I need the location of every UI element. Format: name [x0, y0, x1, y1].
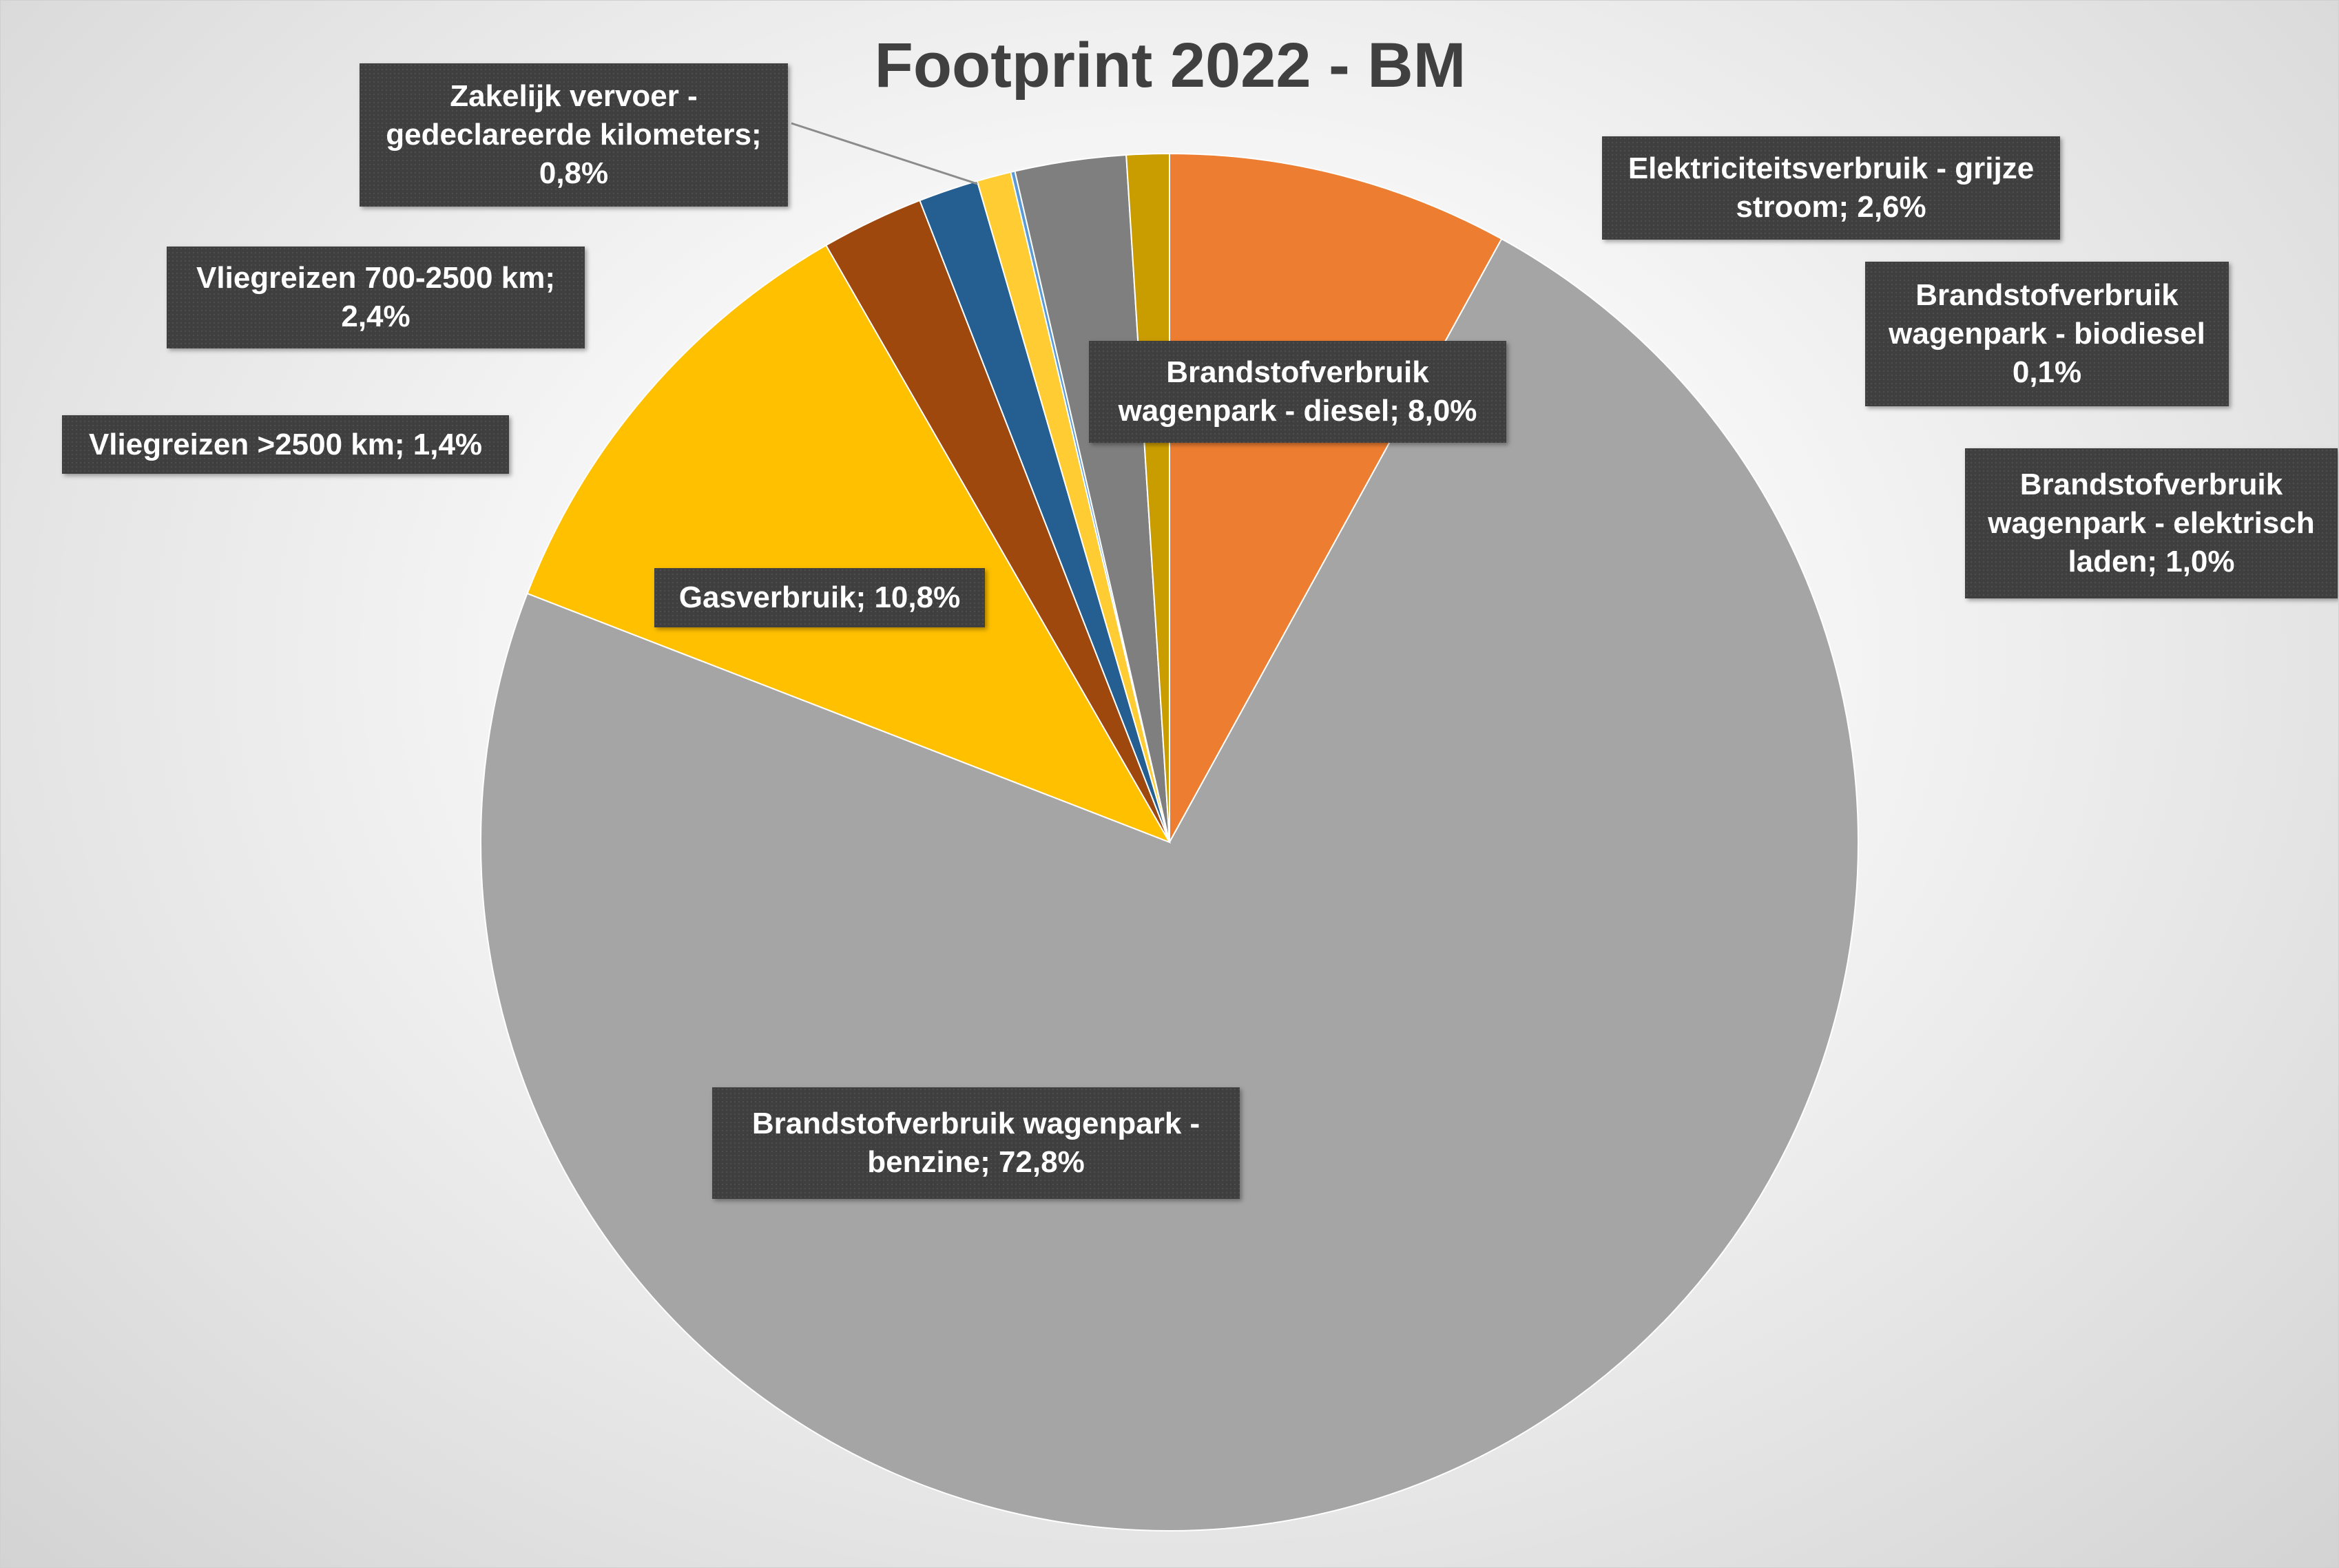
data-label-gas-line1: Gasverbruik; 10,8% [678, 581, 961, 614]
data-label-zakelijk-line2: gedeclareerde kilometers; [386, 118, 762, 151]
data-label-vlieg2500-line1: Vliegreizen >2500 km; 1,4% [88, 427, 483, 461]
pie-slice-0 [1169, 152, 1503, 843]
pie-slice-2 [526, 244, 1172, 844]
data-label-elektrisch: Brandstofverbruik wagenpark - elektrisch… [1965, 448, 2338, 598]
data-label-gas: Gasverbruik; 10,8% [654, 568, 985, 627]
data-label-biodiesel-line1: Brandstofverbruik [1915, 278, 2179, 312]
data-label-vlieg700: Vliegreizen 700-2500 km; 2,4% [167, 247, 585, 348]
data-label-vlieg2500: Vliegreizen >2500 km; 1,4% [62, 415, 509, 474]
data-label-vlieg700-line1: Vliegreizen 700-2500 km; [196, 261, 555, 295]
data-label-zakelijk: Zakelijk vervoer - gedeclareerde kilomet… [360, 63, 788, 207]
pie-slice-8 [1125, 152, 1170, 843]
data-label-elektriciteit-line2: stroom; 2,6% [1736, 190, 1926, 224]
data-label-vlieg700-line2: 2,4% [341, 300, 410, 333]
data-label-benzine-line1: Brandstofverbruik wagenpark - [751, 1107, 1200, 1140]
data-label-biodiesel-line3: 0,1% [2012, 355, 2082, 389]
data-label-elektrisch-line1: Brandstofverbruik [2019, 468, 2283, 501]
pie-slice-1 [479, 238, 1859, 1532]
data-label-diesel-line2: wagenpark - diesel; 8,0% [1118, 394, 1477, 428]
data-label-benzine: Brandstofverbruik wagenpark - benzine; 7… [712, 1087, 1240, 1199]
data-label-zakelijk-line1: Zakelijk vervoer - [450, 79, 698, 113]
data-label-elektriciteit: Elektriciteitsverbruik - grijze stroom; … [1602, 136, 2060, 240]
data-label-biodiesel: Brandstofverbruik wagenpark - biodiesel … [1865, 262, 2229, 406]
data-label-benzine-line2: benzine; 72,8% [867, 1145, 1085, 1179]
chart-title: Footprint 2022 - BM [874, 30, 1466, 101]
data-label-elektrisch-line2: wagenpark - elektrisch [1988, 506, 2315, 540]
data-label-elektrisch-line3: laden; 1,0% [2068, 545, 2235, 578]
data-label-biodiesel-line2: wagenpark - biodiesel [1889, 317, 2205, 351]
data-label-diesel-line1: Brandstofverbruik [1166, 355, 1429, 389]
data-label-diesel: Brandstofverbruik wagenpark - diesel; 8,… [1089, 341, 1506, 443]
data-label-elektriciteit-line1: Elektriciteitsverbruik - grijze [1628, 151, 2035, 185]
leader-line-zakelijk [791, 122, 978, 185]
data-label-zakelijk-line3: 0,8% [539, 156, 609, 190]
pie-slices [479, 152, 1859, 1532]
